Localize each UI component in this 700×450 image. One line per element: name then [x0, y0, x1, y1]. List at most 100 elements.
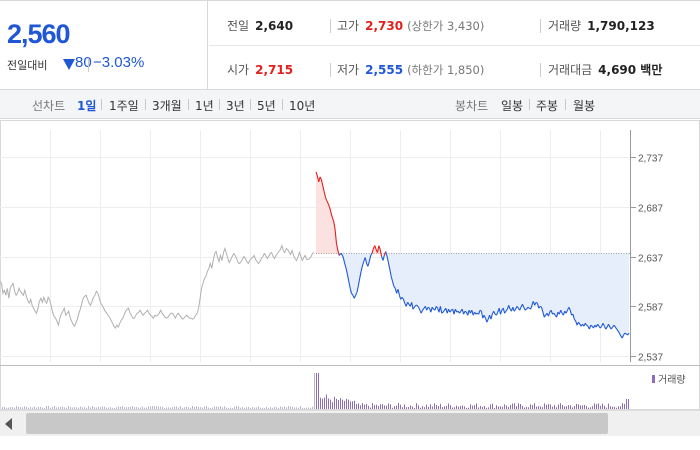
volume-bar — [186, 406, 187, 409]
today-price-segment — [610, 326, 614, 330]
chart-scrollbar[interactable] — [0, 410, 700, 436]
volume-bar — [602, 403, 603, 409]
volume-bar — [460, 406, 461, 409]
volume-bar — [404, 404, 405, 409]
volume-bar — [478, 407, 479, 409]
volume-bar — [178, 407, 179, 409]
volume-bar — [412, 406, 413, 409]
volume-bar — [254, 407, 255, 409]
tab-5-years[interactable]: 5년 — [257, 99, 276, 113]
today-price-segment — [543, 314, 547, 318]
volume-bar — [74, 406, 75, 409]
volume-bar — [586, 406, 587, 409]
volume-bar — [330, 399, 331, 409]
volume-bar — [540, 406, 541, 409]
today-price-segment — [542, 312, 545, 318]
stat-low: 저가 2,555 (하한가 1,850) — [337, 61, 484, 78]
volume-bar — [100, 407, 101, 409]
tab-3-months[interactable]: 3개월 — [152, 99, 182, 113]
tab-1-week[interactable]: 1주일 — [109, 99, 139, 113]
volume-bar — [574, 406, 575, 409]
today-price-segment — [490, 314, 493, 320]
chart-period-tabs: 선차트 1일 1주일 3개월 1년 3년 5년 10년 봉차트 일봉 주봉 월봉 — [0, 90, 700, 119]
tab-weekly[interactable]: 주봉 — [536, 99, 559, 113]
volume-bar — [366, 403, 367, 409]
volume-bar — [82, 407, 83, 409]
stat-value: 1,790,123 — [587, 19, 655, 33]
tab-3-years[interactable]: 3년 — [226, 99, 245, 113]
volume-bar — [406, 407, 407, 409]
volume-bar — [418, 405, 419, 409]
today-price-segment — [480, 311, 484, 319]
today-price-segment — [430, 307, 433, 313]
today-price-segment — [539, 305, 542, 308]
stat-value: 2,730 — [365, 19, 404, 33]
volume-bar — [620, 406, 621, 409]
today-price-segment — [340, 253, 343, 255]
volume-bar — [322, 398, 323, 409]
volume-bar — [458, 406, 459, 409]
today-price-segment — [345, 268, 348, 275]
volume-bar — [170, 407, 171, 409]
today-price-segment — [397, 289, 400, 296]
volume-bar — [510, 404, 511, 409]
today-price-segment — [577, 321, 581, 325]
today-price-segment — [322, 185, 325, 192]
today-price-segment — [516, 305, 519, 309]
volume-bar — [192, 406, 193, 409]
volume-bar — [158, 406, 159, 409]
today-price-segment — [355, 292, 358, 296]
volume-bar — [138, 407, 139, 409]
volume-bar — [528, 407, 529, 409]
volume-bar — [168, 407, 169, 409]
today-price-segment — [371, 248, 374, 254]
volume-bar — [64, 407, 65, 409]
volume-bar — [274, 407, 275, 409]
stat-value: 2,715 — [255, 63, 294, 77]
today-price-segment — [536, 303, 540, 309]
volume-bar — [244, 407, 245, 409]
tab-1-day[interactable]: 1일 — [77, 99, 97, 113]
volume-bar — [238, 406, 239, 409]
volume-bar — [58, 407, 59, 409]
volume-bar — [474, 405, 475, 409]
today-price-segment — [389, 269, 392, 277]
scroll-thumb[interactable] — [26, 413, 608, 434]
volume-bar — [276, 407, 277, 409]
today-price-segment — [418, 306, 421, 311]
volume-bar — [112, 407, 113, 409]
volume-bar — [422, 406, 423, 409]
tab-1-year[interactable]: 1년 — [195, 99, 214, 113]
divider — [145, 99, 146, 110]
tab-10-years[interactable]: 10년 — [289, 99, 316, 113]
arrow-left-icon[interactable] — [5, 418, 12, 430]
loss-area — [316, 253, 629, 339]
volume-bar — [600, 405, 601, 409]
today-price-segment — [376, 245, 380, 253]
today-price-segment — [374, 245, 377, 250]
volume-bar — [98, 406, 99, 409]
tab-daily[interactable]: 일봉 — [501, 99, 524, 113]
volume-bar — [506, 405, 507, 409]
today-price-segment — [326, 200, 329, 205]
today-price-segment — [391, 281, 395, 287]
volume-bar — [240, 407, 241, 409]
volume-bar — [328, 398, 329, 409]
price-chart[interactable]: 2,737 2,687 2,637 2,587 2,537 거래량 — [0, 120, 700, 410]
volume-bar — [228, 407, 229, 409]
tab-monthly[interactable]: 월봉 — [573, 99, 596, 113]
volume-bar — [272, 407, 273, 409]
volume-bar — [446, 405, 447, 409]
volume-bar — [472, 405, 473, 409]
today-price-segment — [416, 304, 419, 308]
volume-bar — [438, 406, 439, 409]
volume-bar — [302, 407, 303, 409]
volume-bar — [248, 407, 249, 409]
volume-bar — [536, 406, 537, 409]
today-price-segment — [475, 312, 478, 315]
volume-bar — [210, 408, 211, 409]
volume-bar — [312, 406, 313, 409]
volume-bar — [376, 404, 377, 409]
volume-bar — [434, 403, 435, 409]
line-chart-title: 선차트 — [32, 99, 66, 113]
